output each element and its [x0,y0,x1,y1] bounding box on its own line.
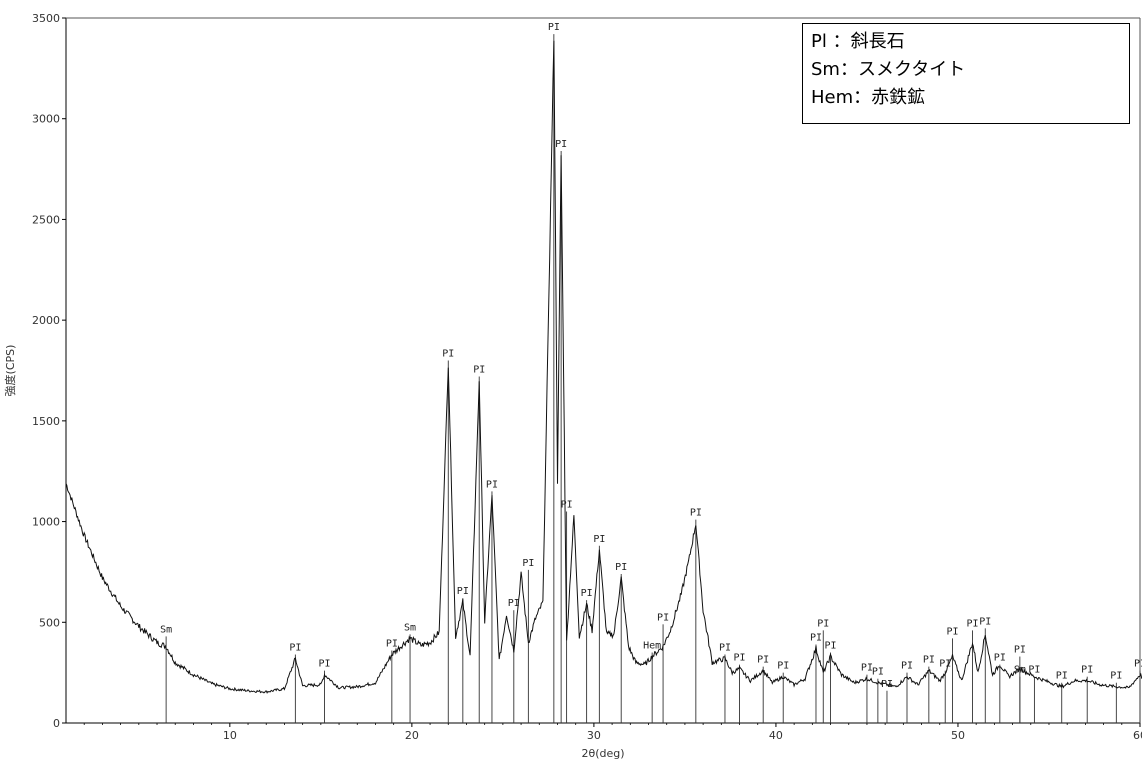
peak-label: PI [1110,671,1122,682]
peak-label: PI [994,653,1006,664]
peak-label: PI [1028,665,1040,676]
peak-label: Sm [1014,665,1026,676]
peak-label: PI [581,588,593,599]
peak-label: PI [923,655,935,666]
plot-frame [65,17,1141,724]
legend-entry-hem: Hem：赤鉄鉱 [811,87,926,108]
x-tick-label: 30 [587,729,601,742]
peak-label: PI [817,618,829,629]
peak-label: PI [442,348,454,359]
peak-label: PI [508,598,520,609]
x-axis-ticks: 10 20 30 40 50 60 [83,723,1142,742]
peak-label: PI [593,534,605,545]
peak-label: PI [561,500,573,511]
peak-label: PI [548,22,560,33]
peak-label: PI [1081,665,1093,676]
y-tick-label: 2500 [32,213,60,226]
x-tick-label: 60 [1133,729,1142,742]
x-tick-label: 40 [769,729,783,742]
x-tick-label: 10 [223,729,237,742]
y-tick-label: 3500 [32,12,60,25]
peak-label: PI [1134,659,1142,670]
y-tick-label: 2000 [32,314,60,327]
y-axis-ticks: 0 500 1000 1500 2000 2500 3000 3500 [32,12,66,730]
peak-label: PI [757,655,769,666]
peak-label: PI [719,643,731,654]
peak-label: PI [690,508,702,519]
peak-label: Sm [160,624,172,635]
peak-label: PI [386,639,398,650]
peak-label: PI [473,365,485,376]
peak-label: PI [967,618,979,629]
y-tick-label: 1500 [32,415,60,428]
peak-label: PI [872,667,884,678]
y-tick-label: 500 [39,616,60,629]
peak-label: PI [657,612,669,623]
xrd-series-line [65,40,1142,694]
peak-label: Sm [404,622,416,633]
y-tick-label: 1000 [32,516,60,529]
peak-label: PI [946,626,958,637]
series-group [65,40,1142,694]
peak-label: PI [881,679,893,690]
peak-label: PI [979,616,991,627]
peak-label: PI [1056,671,1068,682]
peak-label: PI [901,661,913,672]
legend-entry-pl: Pl ：斜長石 [811,31,905,52]
peak-label: PI [777,661,789,672]
peak-label: PI [289,643,301,654]
peak-label: PI [810,632,822,643]
x-tick-label: 20 [405,729,419,742]
peak-label: PI [825,641,837,652]
peak-label: PI [861,663,873,674]
y-tick-label: 3000 [32,113,60,126]
peak-label: PI [734,653,746,664]
peak-label: PI [318,659,330,670]
peak-label: Hem [643,641,661,652]
peak-label: PI [555,139,567,150]
peak-label: PI [457,586,469,597]
peak-labels: SmPIPIPISmPIPIPIPIPIPIPIPIPIPIPIPIHemPIP… [160,22,1142,690]
legend: Pl ：斜長石 Sm：スメクタイト Hem：赤鉄鉱 [802,23,1130,124]
reference-lines [165,34,1141,723]
y-axis-label: 強度(CPS) [3,345,17,397]
x-tick-label: 50 [951,729,965,742]
peak-label: PI [615,562,627,573]
x-axis-label: 2θ(deg) [581,747,624,760]
peak-label: PI [1014,645,1026,656]
legend-entry-sm: Sm：スメクタイト [811,59,966,80]
peak-label: PI [486,479,498,490]
y-tick-label: 0 [53,717,60,730]
peak-label: PI [522,558,534,569]
peak-label: PI [939,659,951,670]
